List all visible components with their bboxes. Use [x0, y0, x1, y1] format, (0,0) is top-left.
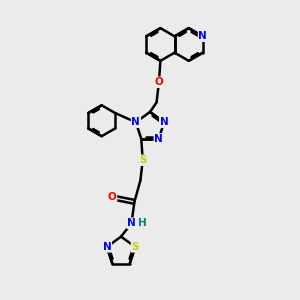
Text: O: O	[154, 77, 163, 87]
Text: H: H	[138, 218, 147, 228]
Text: N: N	[154, 134, 163, 144]
Text: N: N	[103, 242, 111, 252]
Text: N: N	[131, 117, 140, 127]
Text: N: N	[127, 218, 136, 228]
Text: O: O	[108, 192, 116, 203]
Text: S: S	[139, 155, 146, 165]
Text: N: N	[199, 31, 207, 41]
Text: S: S	[131, 242, 139, 252]
Text: N: N	[160, 117, 169, 127]
